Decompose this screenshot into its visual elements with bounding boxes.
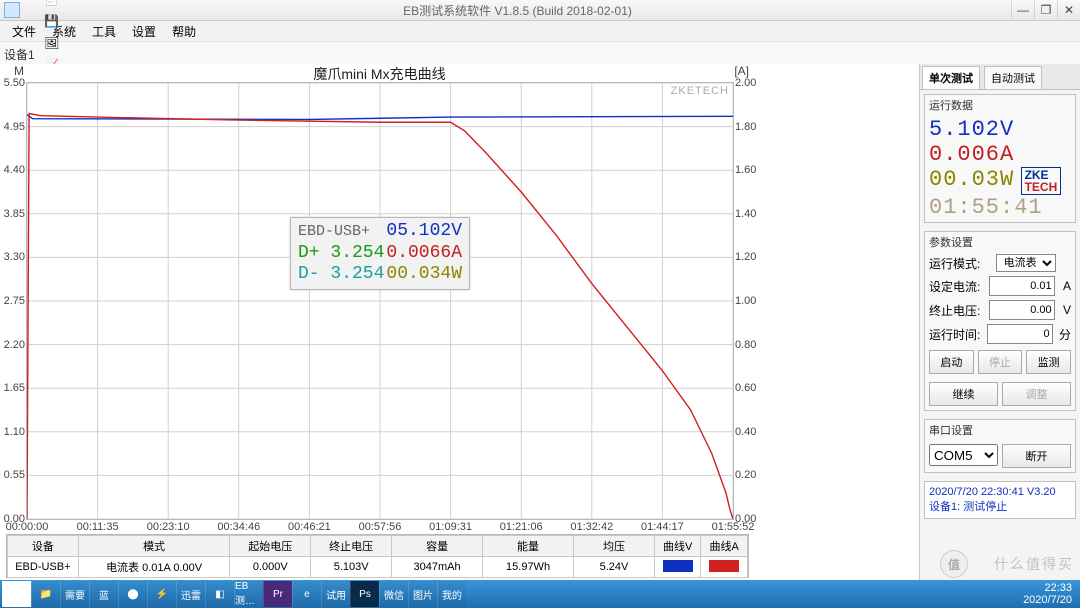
chart-title: 魔爪mini Mx充电曲线 xyxy=(0,64,759,84)
usb-d-minus: 3.254 xyxy=(330,264,384,284)
mine[interactable]: 我的 xyxy=(437,581,466,607)
explorer[interactable]: 📁 xyxy=(31,581,60,607)
chart-pane: M [A] 魔爪mini Mx充电曲线 ZKETECH EBD-USB+ 05.… xyxy=(0,64,919,580)
edge[interactable]: e xyxy=(292,581,321,607)
start-icon[interactable]: ⊞ xyxy=(2,581,31,607)
btn-继续[interactable]: 继续 xyxy=(929,382,998,406)
wechat[interactable]: 微信 xyxy=(379,581,408,607)
serial-port-select[interactable]: COM5 xyxy=(929,444,998,466)
usb-overlay: EBD-USB+ 05.102V D+ 3.254 0.0066A D- 3.2… xyxy=(290,217,470,290)
wps[interactable]: ◧ xyxy=(205,581,234,607)
readout-time: 01:55:41 xyxy=(929,195,1043,220)
readout-power: 00.03 xyxy=(929,167,1000,192)
taskbar-clock[interactable]: 22:33 2020/7/20 xyxy=(1017,582,1078,606)
menu-3[interactable]: 设置 xyxy=(124,23,164,40)
param-1[interactable] xyxy=(989,276,1055,296)
pr[interactable]: Pr xyxy=(263,581,292,607)
ps[interactable]: Ps xyxy=(350,581,379,607)
smzdm-watermark: 什么值得买 xyxy=(994,554,1074,574)
panel-tab-0[interactable]: 单次测试 xyxy=(922,66,980,89)
readout-current: 0.006 xyxy=(929,142,1000,167)
status-box: 2020/7/20 22:30:41 V3.20 设备1: 测试停止 xyxy=(924,481,1076,519)
usb-voltage: 05.102 xyxy=(386,221,451,241)
picture-icon[interactable]: 🖼 xyxy=(41,32,63,54)
status-line-2: 设备1: 测试停止 xyxy=(929,498,1071,514)
menu-4[interactable]: 帮助 xyxy=(164,23,204,40)
toolbar-label: 设备1 xyxy=(4,46,35,63)
app2[interactable]: 蓝 xyxy=(89,581,118,607)
param-3[interactable] xyxy=(987,324,1053,344)
btn-监测[interactable]: 监测 xyxy=(1026,350,1071,374)
try[interactable]: 试用 xyxy=(321,581,350,607)
usb-header: EBD-USB+ xyxy=(297,221,385,243)
workarea: M [A] 魔爪mini Mx充电曲线 ZKETECH EBD-USB+ 05.… xyxy=(0,64,1080,580)
serial-disconnect-button[interactable]: 断开 xyxy=(1002,444,1071,468)
window-title: EB测试系统软件 V1.8.5 (Build 2018-02-01) xyxy=(24,2,1011,19)
table-row[interactable]: EBD-USB+电流表 0.01A 0.00V0.000V5.103V3047m… xyxy=(8,557,748,578)
chrome[interactable]: ⬤ xyxy=(118,581,147,607)
menu-0[interactable]: 文件 xyxy=(4,23,44,40)
taskbar[interactable]: ⊞📁需要蓝⬤⚡迅雷◧EB测…Pre试用Ps微信图片我的 22:33 2020/7… xyxy=(0,580,1080,608)
app1[interactable]: 需要 xyxy=(60,581,89,607)
btn-启动[interactable]: 启动 xyxy=(929,350,974,374)
serial-group: 串口设置 COM5 断开 xyxy=(924,419,1076,473)
close-button[interactable]: ✕ xyxy=(1057,1,1080,19)
menu-2[interactable]: 工具 xyxy=(84,23,124,40)
titlebar: EB测试系统软件 V1.8.5 (Build 2018-02-01) — ❐ ✕ xyxy=(0,0,1080,21)
eb[interactable]: EB测… xyxy=(234,581,263,607)
btn-停止: 停止 xyxy=(978,350,1023,374)
running-data-group: 运行数据 5.102V 0.006A 00.03W ZKETECH 01:55:… xyxy=(924,94,1076,223)
summary-table: 设备模式起始电压终止电压容量能量均压曲线V曲线AEBD-USB+电流表 0.01… xyxy=(6,534,749,578)
usb-power: 00.034 xyxy=(386,264,451,284)
panel-tabs: 单次测试自动测试 xyxy=(920,64,1080,90)
readout-voltage: 5.102 xyxy=(929,117,1000,142)
param-2[interactable] xyxy=(989,300,1055,320)
params-group: 参数设置 运行模式:电流表设定电流:A终止电压:V运行时间:分 启动停止监测 继… xyxy=(924,231,1076,411)
new-icon[interactable]: 📄 xyxy=(41,0,63,10)
minimize-button[interactable]: — xyxy=(1011,1,1034,19)
chart-watermark: ZKETECH xyxy=(671,85,729,97)
xl[interactable]: 迅雷 xyxy=(176,581,205,607)
usb-d-plus: 3.254 xyxy=(330,243,384,263)
thunder[interactable]: ⚡ xyxy=(147,581,176,607)
zke-logo: ZKETECH xyxy=(1021,167,1062,195)
btn-调整: 调整 xyxy=(1002,382,1071,406)
smzdm-badge: 值 xyxy=(940,550,968,578)
maximize-button[interactable]: ❐ xyxy=(1034,1,1057,19)
panel-tab-1[interactable]: 自动测试 xyxy=(984,66,1042,89)
param-0[interactable]: 电流表 xyxy=(996,254,1056,272)
status-line-1: 2020/7/20 22:30:41 V3.20 xyxy=(929,486,1071,498)
usb-current: 0.0066 xyxy=(386,243,451,263)
plot-svg xyxy=(27,83,733,519)
save-icon[interactable]: 💾 xyxy=(41,10,63,32)
control-panel: 单次测试自动测试 运行数据 5.102V 0.006A 00.03W ZKETE… xyxy=(919,64,1080,580)
menubar: 文件系统工具设置帮助 xyxy=(0,21,1080,42)
plot-area[interactable]: ZKETECH EBD-USB+ 05.102V D+ 3.254 0.0066… xyxy=(26,82,734,520)
pics[interactable]: 图片 xyxy=(408,581,437,607)
app-icon xyxy=(4,2,20,18)
